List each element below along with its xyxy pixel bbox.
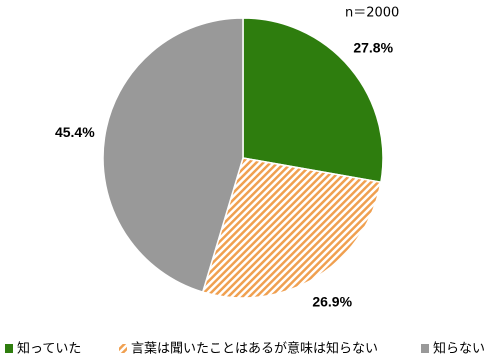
legend-label: 知らない xyxy=(433,341,485,357)
value-label: 27.8% xyxy=(353,39,393,55)
value-label: 45.4% xyxy=(55,124,95,140)
annotation: n＝2000 xyxy=(345,6,399,21)
legend-swatch xyxy=(5,344,13,353)
pie-slice xyxy=(102,17,244,294)
legend-swatch xyxy=(421,344,429,353)
legend-label: 知っていた xyxy=(17,341,81,357)
value-label: 26.9% xyxy=(312,293,352,309)
pie-slice xyxy=(201,157,382,299)
pie-slice xyxy=(242,17,384,184)
legend-swatch xyxy=(119,344,127,353)
legend-label: 言葉は聞いたことはあるが意味は知らない xyxy=(131,341,378,357)
